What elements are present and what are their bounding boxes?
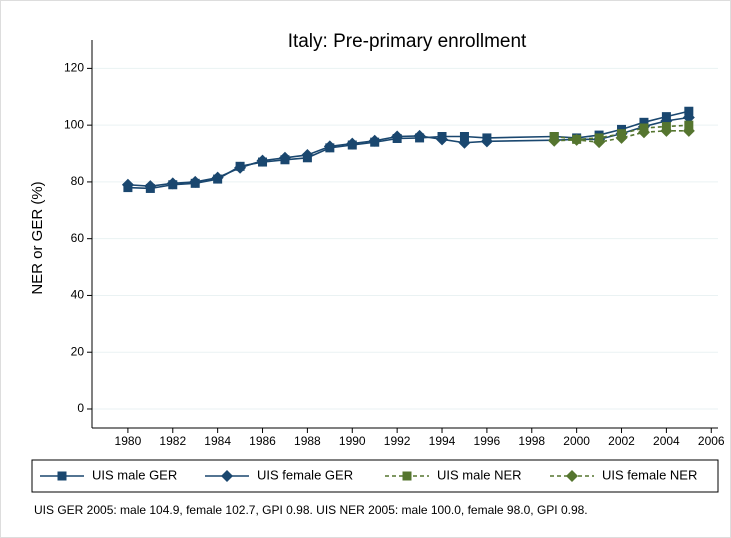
y-axis-label: NER or GER (%)	[29, 181, 46, 294]
footnote: UIS GER 2005: male 104.9, female 102.7, …	[34, 503, 588, 517]
y-tick-label: 60	[71, 231, 85, 245]
x-tick-label: 1982	[159, 434, 186, 448]
x-tick-label: 1986	[249, 434, 276, 448]
point	[637, 126, 650, 139]
point	[459, 132, 469, 142]
y-tick-label: 40	[71, 288, 85, 302]
point	[166, 177, 179, 190]
x-tick-label: 1990	[339, 434, 366, 448]
point	[346, 137, 359, 150]
y-tick-label: 120	[64, 61, 84, 75]
point	[660, 124, 673, 137]
point	[144, 180, 157, 193]
point	[189, 175, 202, 188]
point	[323, 140, 336, 153]
legend-marker	[221, 470, 233, 482]
point	[682, 124, 695, 137]
legend-label: UIS female GER	[257, 467, 353, 482]
x-tick-label: 1992	[384, 434, 411, 448]
point	[391, 130, 404, 143]
x-tick-label: 1980	[115, 434, 142, 448]
point	[211, 171, 224, 184]
x-tick-label: 1984	[204, 434, 231, 448]
chart-title: Italy: Pre-primary enrollment	[288, 31, 527, 52]
y-tick-label: 80	[71, 174, 85, 188]
x-tick-label: 1996	[474, 434, 501, 448]
legend-box	[31, 459, 719, 493]
point	[615, 131, 628, 144]
point	[278, 151, 291, 164]
x-tick-label: 2004	[653, 434, 680, 448]
x-tick-label: 1988	[294, 434, 321, 448]
point	[368, 134, 381, 147]
legend-label: UIS female NER	[602, 467, 697, 482]
y-tick-label: 20	[71, 344, 85, 358]
legend-marker	[57, 471, 67, 481]
x-tick-label: 2006	[698, 434, 725, 448]
point	[593, 136, 606, 149]
point	[682, 111, 695, 124]
point	[436, 133, 449, 146]
point	[234, 161, 247, 174]
legend-marker	[402, 471, 412, 481]
y-tick-label: 0	[77, 401, 84, 415]
point	[256, 154, 269, 167]
point	[684, 106, 694, 116]
point	[458, 136, 471, 149]
point	[480, 135, 493, 148]
point	[121, 178, 134, 191]
legend-marker	[566, 470, 578, 482]
legend-label: UIS male NER	[437, 467, 522, 482]
legend-label: UIS male GER	[92, 467, 177, 482]
point	[548, 134, 561, 147]
x-tick-label: 2002	[608, 434, 635, 448]
x-tick-label: 1994	[429, 434, 456, 448]
y-tick-label: 100	[64, 117, 84, 131]
point	[570, 133, 583, 146]
x-tick-label: 2000	[563, 434, 590, 448]
point	[413, 129, 426, 142]
point	[301, 148, 314, 161]
x-tick-label: 1998	[518, 434, 545, 448]
